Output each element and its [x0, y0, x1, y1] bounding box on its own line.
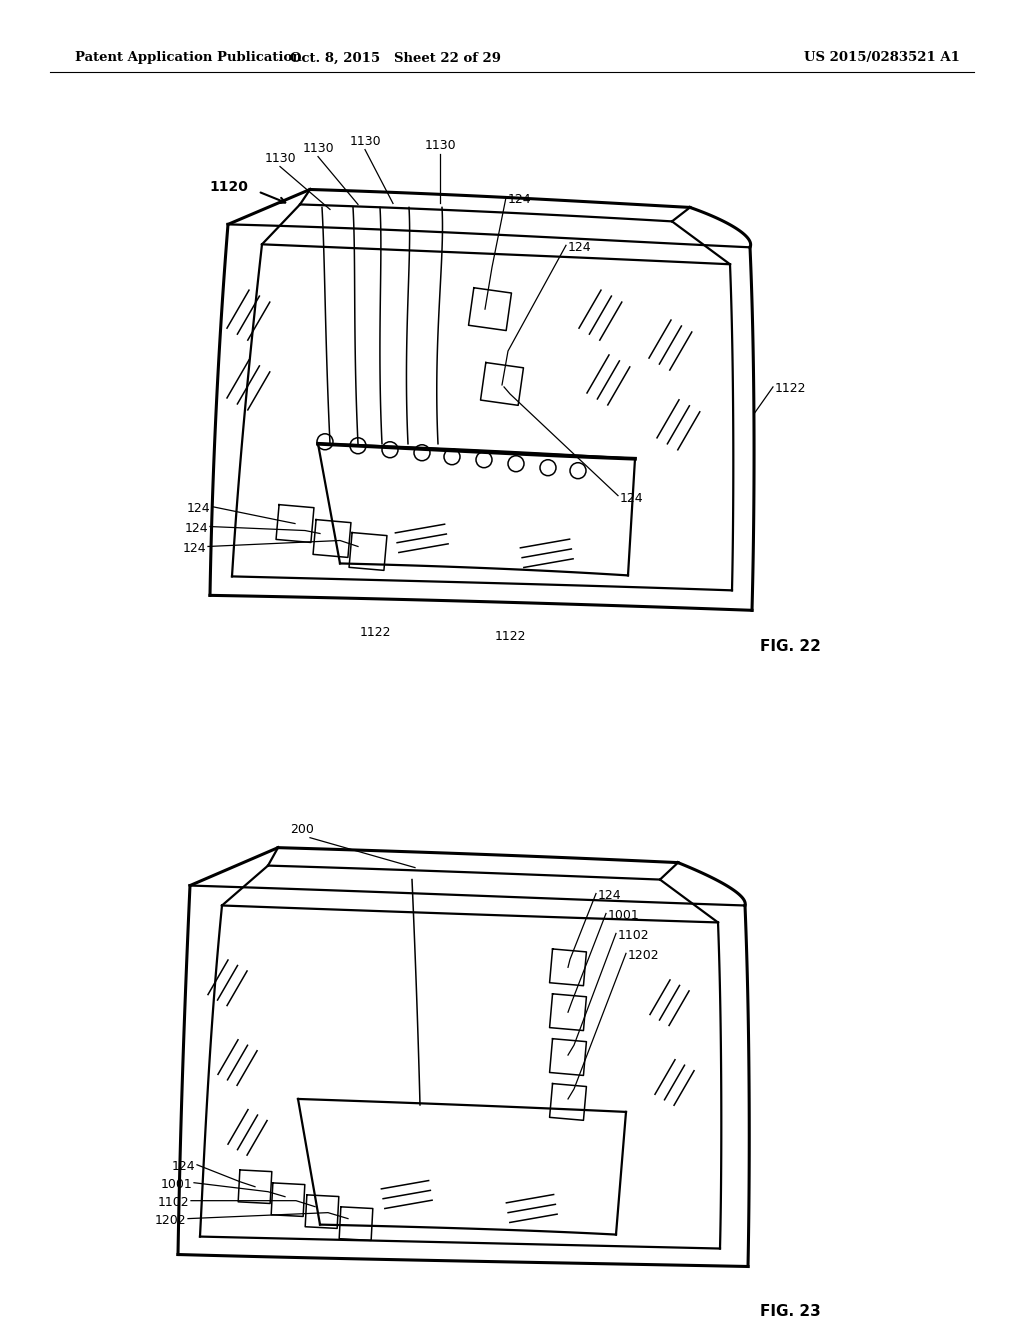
Text: 1130: 1130 — [349, 135, 381, 148]
Text: 1130: 1130 — [264, 152, 296, 165]
Text: US 2015/0283521 A1: US 2015/0283521 A1 — [804, 51, 961, 65]
Text: FIG. 23: FIG. 23 — [760, 1304, 821, 1319]
Text: 124: 124 — [186, 502, 210, 515]
Text: 1001: 1001 — [160, 1179, 193, 1191]
Text: 1120: 1120 — [209, 181, 248, 194]
Text: 124: 124 — [184, 521, 208, 535]
Text: 124: 124 — [182, 543, 206, 554]
Text: 124: 124 — [568, 240, 592, 253]
Text: 124: 124 — [620, 492, 644, 506]
Text: 124: 124 — [171, 1160, 195, 1173]
Text: FIG. 22: FIG. 22 — [760, 639, 821, 653]
Text: Patent Application Publication: Patent Application Publication — [75, 51, 302, 65]
Text: 1122: 1122 — [495, 630, 525, 643]
Text: 1202: 1202 — [155, 1214, 186, 1228]
Text: 1102: 1102 — [618, 929, 649, 942]
Text: 124: 124 — [598, 888, 622, 902]
Text: 1202: 1202 — [628, 949, 659, 962]
Text: 1122: 1122 — [775, 383, 807, 396]
Text: 1130: 1130 — [302, 141, 334, 154]
Text: 1102: 1102 — [158, 1196, 189, 1209]
Text: 200: 200 — [290, 822, 314, 836]
Text: 124: 124 — [508, 193, 531, 206]
Text: Oct. 8, 2015   Sheet 22 of 29: Oct. 8, 2015 Sheet 22 of 29 — [290, 51, 501, 65]
Text: 1130: 1130 — [424, 139, 456, 152]
Text: 1122: 1122 — [359, 626, 391, 639]
Text: 1001: 1001 — [608, 909, 640, 921]
